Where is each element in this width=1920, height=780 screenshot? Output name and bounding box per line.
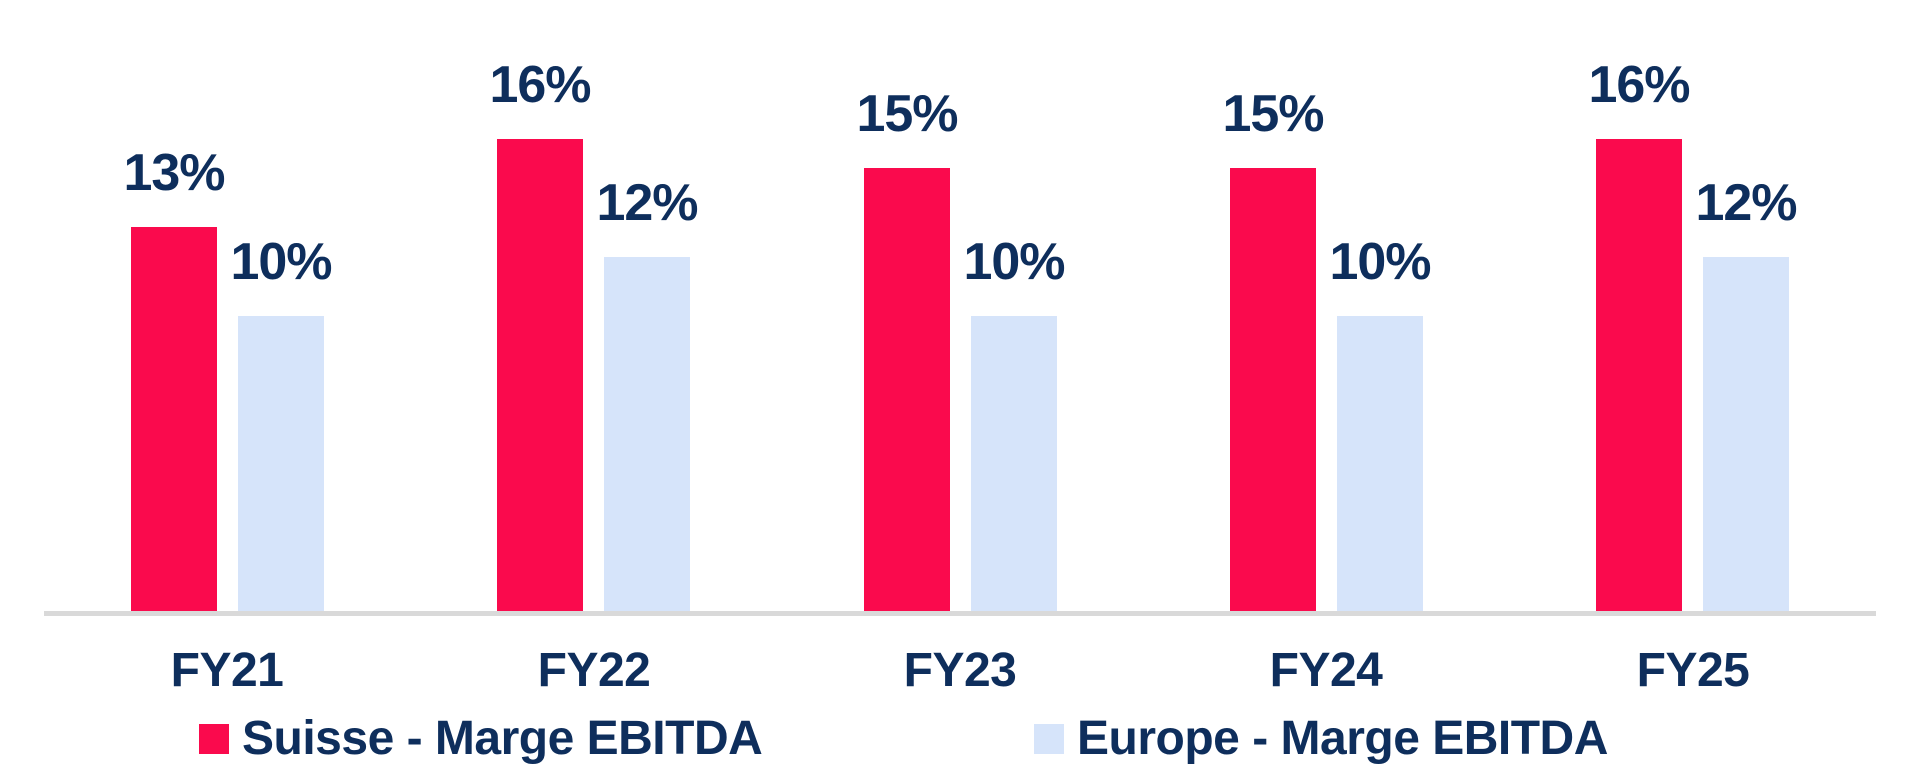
- x-axis-label-fy25: FY25: [1636, 644, 1750, 697]
- legend-item-suisse: Suisse - Marge EBITDA: [199, 710, 763, 768]
- bar-suisse-fy24: [1230, 168, 1316, 611]
- x-axis-label-fy22: FY22: [537, 644, 651, 697]
- value-label-suisse-fy25: 16%: [1588, 56, 1690, 114]
- bar-europe-fy22: [604, 257, 690, 611]
- bar-suisse-fy25: [1596, 139, 1682, 611]
- x-axis-label-fy21: FY21: [170, 644, 284, 697]
- x-axis-label-fy23: FY23: [903, 644, 1017, 697]
- value-label-suisse-fy23: 15%: [856, 85, 958, 143]
- value-label-suisse-fy21: 13%: [123, 144, 225, 202]
- bar-europe-fy23: [971, 316, 1057, 611]
- x-axis-line: [44, 611, 1876, 616]
- legend-label-suisse: Suisse - Marge EBITDA: [242, 712, 763, 765]
- value-label-suisse-fy22: 16%: [489, 56, 591, 114]
- value-label-europe-fy23: 10%: [963, 233, 1065, 291]
- value-label-europe-fy22: 12%: [596, 174, 698, 232]
- value-label-europe-fy24: 10%: [1329, 233, 1431, 291]
- x-axis-label-fy24: FY24: [1269, 644, 1383, 697]
- bar-suisse-fy23: [864, 168, 950, 611]
- bar-suisse-fy21: [131, 227, 217, 611]
- bar-europe-fy25: [1703, 257, 1789, 611]
- bar-europe-fy21: [238, 316, 324, 611]
- legend-item-europe: Europe - Marge EBITDA: [1034, 710, 1608, 768]
- bar-europe-fy24: [1337, 316, 1423, 611]
- value-label-suisse-fy24: 15%: [1222, 85, 1324, 143]
- legend-swatch-icon-europe: [1034, 724, 1064, 754]
- value-label-europe-fy21: 10%: [230, 233, 332, 291]
- bar-suisse-fy22: [497, 139, 583, 611]
- legend-swatch-icon-suisse: [199, 724, 229, 754]
- value-label-europe-fy25: 12%: [1695, 174, 1797, 232]
- legend-label-europe: Europe - Marge EBITDA: [1077, 712, 1608, 765]
